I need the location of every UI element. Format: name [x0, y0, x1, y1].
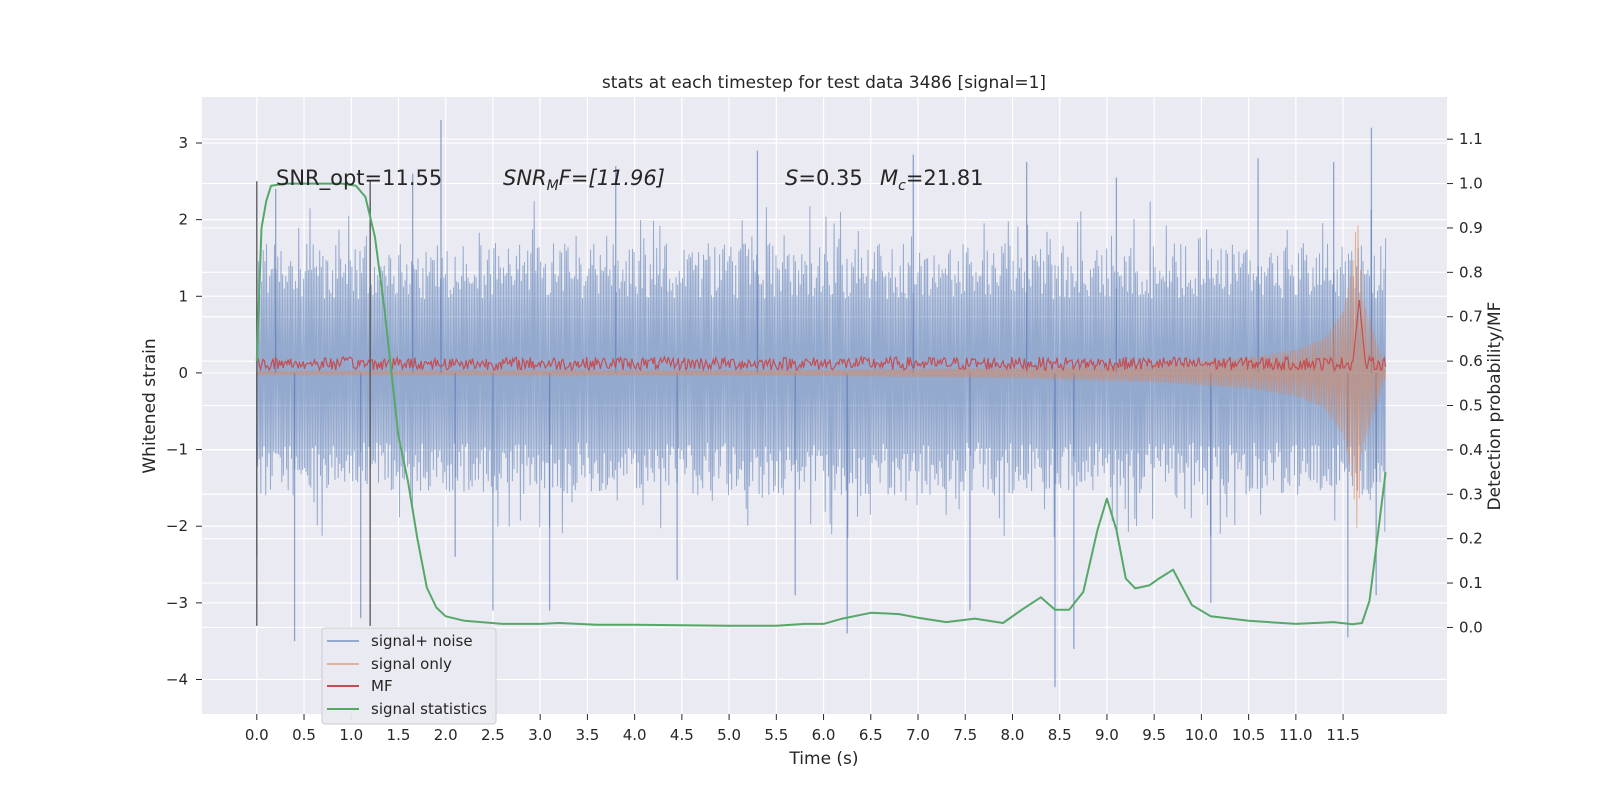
x-tick-label: 8.5: [1048, 726, 1072, 744]
right-y-tick-labels: 1.1 1.0 0.9 0.8 0.7 0.6 0.5 0.4 0.3 0.2 0.1 0.0: [1447, 130, 1483, 636]
left-y-tick-label: 2: [178, 211, 188, 229]
snr-mf-value: F=[11.96]: [559, 166, 665, 190]
right-y-tick-label: 0.0: [1459, 618, 1483, 636]
x-axis-label: Time (s): [788, 749, 858, 769]
x-tick-label: 11.0: [1279, 726, 1312, 744]
mc-prefix: M: [880, 166, 898, 190]
x-tick-label: 3.0: [528, 726, 552, 744]
right-y-tick-label: 0.5: [1459, 397, 1483, 415]
legend: signal+ noise signal only MF signal stat…: [321, 627, 497, 725]
x-tick-label: 4.0: [623, 726, 647, 744]
mc-subscript: c: [898, 178, 906, 194]
x-tick-label: 10.0: [1185, 726, 1218, 744]
x-tick-labels: 0.0 0.5 1.0 1.5 2.0 2.5 3.0 3.5 4.0 4.5 5.0 5.5 6.0 6…: [245, 714, 1360, 744]
left-y-tick-label: 0: [178, 364, 188, 382]
x-tick-label: 11.5: [1326, 726, 1359, 744]
x-tick-label: 7.5: [953, 726, 977, 744]
legend-box: [321, 627, 497, 725]
right-y-tick-label: 0.1: [1459, 574, 1483, 592]
chart-title: stats at each timestep for test data 348…: [602, 73, 1046, 93]
snr-mf-annotation: SNRMF=[11.96]: [503, 166, 665, 194]
right-y-tick-label: 1.0: [1459, 175, 1483, 193]
x-tick-label: 6.0: [812, 726, 836, 744]
x-tick-label: 8.0: [1001, 726, 1025, 744]
noise-trace: [256, 201, 1387, 538]
left-y-tick-label: −4: [166, 671, 188, 689]
x-tick-label: 1.5: [387, 726, 411, 744]
right-y-tick-label: 0.4: [1459, 441, 1483, 459]
signal-statistics-line: [255, 182, 1387, 627]
left-y-tick-label: −2: [166, 517, 188, 535]
legend-label-mf: MF: [371, 677, 393, 695]
right-y-axis-label: Detection probability/MF: [1485, 302, 1505, 511]
x-tick-label: 9.5: [1142, 726, 1166, 744]
mc-value: =21.81: [906, 166, 984, 190]
mc-annotation: Mc=21.81: [880, 166, 984, 194]
x-tick-label: 4.5: [670, 726, 694, 744]
vertical-markers: [256, 181, 371, 626]
x-tick-label: 6.5: [859, 726, 883, 744]
x-tick-label: 9.0: [1095, 726, 1119, 744]
legend-label-signal-only: signal only: [371, 655, 452, 673]
x-tick-label: 5.5: [764, 726, 788, 744]
left-y-tick-label: 3: [178, 134, 188, 152]
mf-trace: [256, 300, 1387, 373]
snr-mf-subscript: M: [547, 178, 559, 194]
series-signal-statistics: [255, 182, 1387, 627]
left-y-tick-label: −1: [166, 441, 188, 459]
left-y-tick-label: −3: [166, 594, 188, 612]
left-y-axis-label: Whitened strain: [140, 338, 160, 473]
s-annotation: S=0.35: [785, 166, 863, 190]
right-y-tick-label: 0.7: [1459, 308, 1483, 326]
x-tick-label: 3.5: [575, 726, 599, 744]
right-y-tick-label: 0.3: [1459, 485, 1483, 503]
left-y-tick-labels: 3 2 1 0 −1 −2 −3 −4: [166, 134, 202, 689]
right-y-tick-label: 1.1: [1459, 130, 1483, 148]
x-tick-label: 7.0: [906, 726, 930, 744]
x-tick-label: 2.5: [481, 726, 505, 744]
legend-label-signal-plus-noise: signal+ noise: [371, 632, 473, 650]
plot-area: [255, 119, 1387, 688]
x-tick-label: 0.0: [245, 726, 269, 744]
s-value: =0.35: [798, 166, 862, 190]
x-tick-label: 10.5: [1232, 726, 1265, 744]
snr-opt-annotation: SNR_opt=11.55: [276, 166, 442, 191]
x-tick-label: 0.5: [292, 726, 316, 744]
x-tick-label: 1.0: [339, 726, 363, 744]
snr-mf-prefix: SNR: [503, 166, 547, 190]
right-y-tick-label: 0.9: [1459, 219, 1483, 237]
s-prefix: S: [785, 166, 798, 190]
right-y-tick-label: 0.8: [1459, 263, 1483, 281]
x-tick-label: 5.0: [717, 726, 741, 744]
series-signal-plus-noise: [256, 119, 1387, 688]
left-y-tick-label: 1: [178, 287, 188, 305]
right-y-tick-label: 0.2: [1459, 530, 1483, 548]
series-mf: [256, 300, 1387, 373]
right-y-tick-label: 0.6: [1459, 352, 1483, 370]
x-tick-label: 2.0: [434, 726, 458, 744]
legend-label-signal-statistics: signal statistics: [371, 700, 487, 718]
